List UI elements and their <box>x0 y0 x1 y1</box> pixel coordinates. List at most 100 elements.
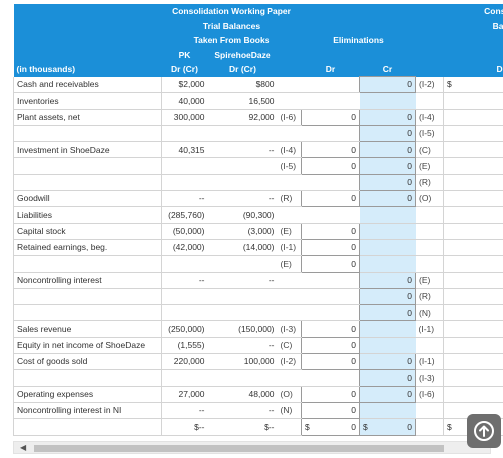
row-label: Noncontrolling interest in NI <box>13 402 162 420</box>
dr-header: Dr <box>301 62 360 77</box>
elim-dr <box>301 288 360 306</box>
sub-ref: (I-2) <box>277 353 302 371</box>
sub-drcr-header: Dr (Cr) <box>207 62 278 77</box>
cr-ref: (R) <box>415 288 444 306</box>
sub-balance <box>207 174 278 192</box>
consolidated-balance <box>443 337 503 355</box>
cr-total[interactable]: $0 <box>359 418 417 436</box>
table-row: Goodwill -- -- (R) 0 0 (O) <box>13 190 503 208</box>
elim-cr[interactable]: 0 <box>359 190 417 208</box>
elim-dr[interactable]: 0 <box>301 401 361 420</box>
pk-balance <box>161 255 208 273</box>
elim-cr <box>359 206 416 224</box>
cr-ref: (C) <box>415 141 444 159</box>
sub-balance <box>207 157 278 175</box>
cr-ref: (I-3) <box>415 369 444 387</box>
elim-dr[interactable]: 0 <box>301 157 361 175</box>
elim-cr <box>359 402 416 420</box>
sub-ref: (R) <box>277 190 302 208</box>
sub-ref <box>277 304 302 322</box>
elim-cr[interactable]: 0 <box>359 124 417 143</box>
elim-dr <box>301 369 360 387</box>
header-row-5: (in thousands) Dr (Cr) Dr (Cr) Dr Cr Dr … <box>13 62 503 77</box>
sub-ref <box>277 369 302 387</box>
working-paper-sheet: Consolidation Working Paper Consolid Tri… <box>13 4 503 438</box>
cr-ref <box>415 239 444 257</box>
row-label: Capital stock <box>13 223 162 240</box>
row-label <box>13 157 162 175</box>
sub-ref: (E) <box>277 223 302 240</box>
elim-cr[interactable]: 0 <box>359 271 417 289</box>
elim-dr[interactable]: 0 <box>301 190 361 208</box>
elim-cr[interactable]: 0 <box>359 141 417 159</box>
pk-balance: 27,000 <box>161 386 208 403</box>
scroll-to-top-button[interactable] <box>467 414 501 448</box>
consolidated-drcr-header: Dr (Cr <box>443 62 503 77</box>
scroll-left-arrow-icon[interactable]: ◀ <box>20 443 27 452</box>
consolidated-header-2: Balanc <box>443 18 503 33</box>
elim-dr[interactable]: 0 <box>301 385 361 403</box>
eliminations-header: Eliminations <box>301 33 416 48</box>
horizontal-scrollbar[interactable]: ◀ <box>13 441 491 454</box>
cr-ref: (E) <box>415 157 444 175</box>
elim-dr[interactable]: 0 <box>301 255 361 273</box>
table-row: Operating expenses 27,000 48,000 (O) 0 0 (I-6) <box>13 385 503 403</box>
sub-balance: -- <box>207 190 278 208</box>
elim-dr[interactable]: 0 <box>301 141 361 159</box>
elim-dr[interactable]: 0 <box>301 353 361 371</box>
row-label <box>13 174 162 192</box>
elim-dr[interactable]: 0 <box>301 222 361 240</box>
elim-dr[interactable]: 0 <box>301 108 361 126</box>
elim-cr[interactable]: 0 <box>359 157 417 175</box>
consolidated-balance <box>443 109 503 126</box>
elim-dr <box>301 92 360 110</box>
pk-balance: -- <box>161 272 208 289</box>
elim-dr[interactable]: 0 <box>301 320 361 338</box>
sub-ref: (C) <box>277 337 302 355</box>
elim-cr[interactable]: 0 <box>359 75 417 94</box>
sub-balance: 100,000 <box>207 353 278 371</box>
sub-balance <box>207 255 278 273</box>
sub-total: $-- <box>207 418 278 436</box>
elim-cr[interactable]: 0 <box>359 108 417 126</box>
elim-dr <box>301 125 360 143</box>
elim-cr[interactable]: 0 <box>359 304 417 322</box>
sub-balance: (14,000) <box>207 239 278 257</box>
elim-dr <box>301 206 360 224</box>
table-row: 0 (I-5) <box>13 124 503 143</box>
cr-ref <box>415 223 444 240</box>
table-row: 0 (I-3) <box>13 369 503 387</box>
elim-dr[interactable]: 0 <box>301 238 361 257</box>
elim-cr[interactable]: 0 <box>359 385 417 403</box>
cr-ref: (O) <box>415 190 444 208</box>
sub-balance: 92,000 <box>207 109 278 126</box>
elim-dr[interactable]: 0 <box>301 336 361 355</box>
elim-cr <box>359 92 416 110</box>
table-row: Noncontrolling interest in NI -- -- (N) 0 <box>13 401 503 420</box>
cr-ref <box>415 206 444 224</box>
elim-cr <box>359 239 416 257</box>
row-label <box>13 125 162 143</box>
sub-balance: (3,000) <box>207 223 278 240</box>
pk-balance: (250,000) <box>161 320 208 338</box>
pk-balance <box>161 304 208 322</box>
sub-balance: 48,000 <box>207 386 278 403</box>
pk-balance: -- <box>161 190 208 208</box>
row-label <box>13 369 162 387</box>
scrollbar-thumb[interactable] <box>34 445 444 452</box>
consolidated-balance <box>443 141 503 159</box>
table-row: Noncontrolling interest -- -- 0 (E) <box>13 271 503 289</box>
sub-balance <box>207 369 278 387</box>
table-row: 0 (R) <box>13 173 503 192</box>
elim-cr[interactable]: 0 <box>359 287 417 306</box>
pk-balance: (42,000) <box>161 239 208 257</box>
consolidated-balance <box>443 369 503 387</box>
dr-total[interactable]: $0 <box>301 418 361 436</box>
sub-ref <box>277 174 302 192</box>
elim-cr[interactable]: 0 <box>359 353 417 371</box>
elim-cr[interactable]: 0 <box>359 173 417 192</box>
sub-ref <box>277 206 302 224</box>
elim-cr[interactable]: 0 <box>359 369 417 387</box>
elim-dr <box>301 272 360 289</box>
consolidated-balance <box>443 223 503 240</box>
